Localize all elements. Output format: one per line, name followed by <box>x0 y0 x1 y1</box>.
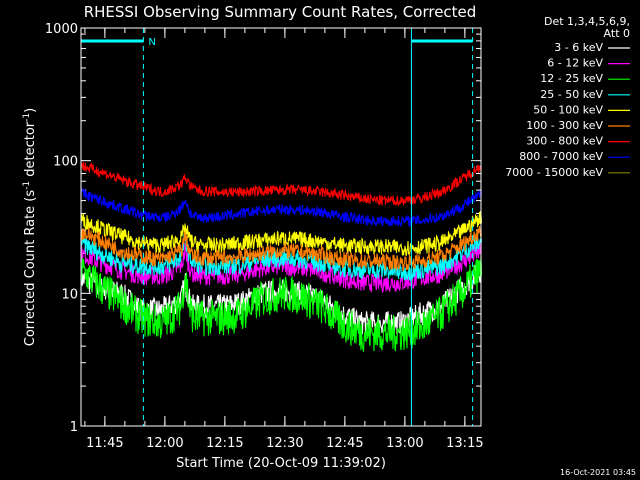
y-axis-label-main: Corrected Count Rate (s <box>23 190 38 347</box>
chart-title: RHESSI Observing Summary Count Rates, Co… <box>84 3 477 21</box>
x-tick-label: 12:15 <box>206 436 243 451</box>
legend-entry-label: 3 - 6 keV <box>554 41 603 54</box>
y-axis-label-mid: detector <box>23 121 38 181</box>
saa-bar-label: N <box>148 37 155 48</box>
series-line <box>80 226 483 272</box>
legend-entry-label: 6 - 12 keV <box>547 57 603 70</box>
legend-entry-label: 12 - 25 keV <box>540 72 603 85</box>
y-axis-label-sup1: -1 <box>22 181 32 190</box>
plot-frame <box>80 27 482 427</box>
x-tick-label: 12:00 <box>146 436 183 451</box>
x-tick-label: 13:15 <box>446 436 483 451</box>
legend-entry-label: 50 - 100 keV <box>533 103 603 116</box>
y-axis-label: Corrected Count Rate (s-1 detector-1) <box>22 108 38 346</box>
y-tick-label: 100 <box>53 155 78 170</box>
x-axis-label: Start Time (20-Oct-09 11:39:02) <box>176 456 386 471</box>
series-line <box>80 256 483 352</box>
y-tick-label: 1000 <box>45 22 78 37</box>
legend-entry-label: 800 - 7000 keV <box>519 150 603 163</box>
plot-layer <box>81 27 481 427</box>
legend-header: Det 1,3,4,5,6,9, <box>544 15 630 28</box>
legend: Det 1,3,4,5,6,9,Att 03 - 6 keV 6 - 12 keV… <box>505 15 630 179</box>
y-axis-label-sup2: -1 <box>22 113 32 122</box>
series-layer <box>80 161 483 352</box>
legend-entry-label: 300 - 800 keV <box>526 135 603 148</box>
x-tick-label: 12:30 <box>266 436 303 451</box>
y-tick-label: 1 <box>70 420 78 435</box>
y-tick-labels: 1 10 100 1000 <box>45 22 78 435</box>
series-line <box>80 161 482 206</box>
x-tick-labels: 11:45 12:00 12:15 12:30 12:45 13:00 13:15 <box>86 436 483 451</box>
series-line <box>80 242 483 294</box>
series-line <box>80 211 483 257</box>
series-line <box>80 186 483 227</box>
x-tick-label: 13:00 <box>386 436 423 451</box>
legend-entry-label: 25 - 50 keV <box>540 88 603 101</box>
legend-entry-label: 100 - 300 keV <box>526 119 603 132</box>
y-axis-label-end: ) <box>23 108 38 113</box>
timestamp: 16-Oct-2021 03:45 <box>560 468 636 477</box>
x-tick-label: 11:45 <box>86 436 123 451</box>
y-tick-label: 10 <box>61 287 78 302</box>
legend-header: Att 0 <box>604 27 630 40</box>
legend-entry-label: 7000 - 15000 keV <box>505 166 603 179</box>
x-tick-label: 12:45 <box>326 436 363 451</box>
